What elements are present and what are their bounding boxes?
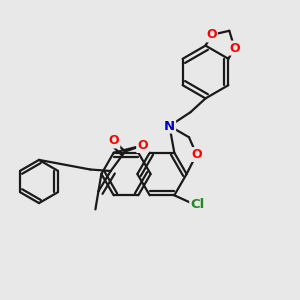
Text: N: N <box>164 119 175 133</box>
Text: O: O <box>137 139 148 152</box>
Text: Cl: Cl <box>190 198 205 211</box>
Text: O: O <box>229 42 240 55</box>
Text: O: O <box>109 134 119 148</box>
Text: O: O <box>206 28 217 41</box>
Text: O: O <box>191 148 202 161</box>
